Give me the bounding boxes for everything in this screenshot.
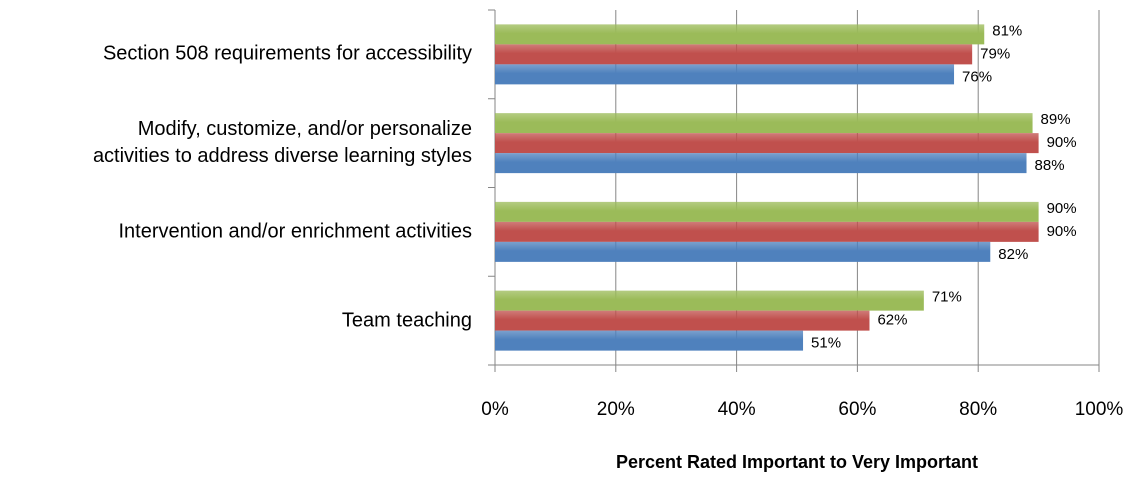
bar	[495, 113, 1033, 134]
value-label: 76%	[962, 68, 992, 85]
x-axis-title: Percent Rated Important to Very Importan…	[616, 452, 978, 472]
value-label: 90%	[1047, 134, 1077, 151]
bar	[495, 221, 1039, 242]
value-label: 89%	[1041, 111, 1071, 128]
value-label: 62%	[877, 312, 907, 329]
y-tick-label: Section 508 requirements for accessibili…	[102, 42, 472, 65]
value-label: 79%	[980, 45, 1010, 62]
bar	[495, 64, 955, 85]
value-label: 90%	[1047, 200, 1077, 217]
bar	[495, 330, 804, 351]
x-tick-label: 0%	[481, 399, 509, 420]
x-tick-label: 40%	[718, 399, 756, 420]
y-tick-label: Intervention and/or enrichment activitie…	[118, 220, 472, 243]
value-label: 90%	[1047, 223, 1077, 240]
bar	[495, 290, 924, 311]
value-label: 88%	[1035, 157, 1065, 174]
bar	[495, 44, 973, 65]
value-label: 71%	[932, 289, 962, 306]
bar	[495, 153, 1027, 174]
y-tick-label: Team teaching	[341, 309, 472, 332]
x-tick-label: 60%	[838, 399, 876, 420]
y-tick-label: Modify, customize, and/or personalize ac…	[92, 118, 472, 168]
x-tick-label: 80%	[959, 399, 997, 420]
bar	[495, 310, 870, 331]
bar	[495, 133, 1039, 154]
x-tick-label: 20%	[597, 399, 635, 420]
value-label: 51%	[811, 335, 841, 352]
bar	[495, 201, 1039, 222]
x-tick-label: 100%	[1075, 399, 1124, 420]
value-label: 81%	[992, 22, 1022, 39]
bar	[495, 24, 985, 45]
bar	[495, 241, 991, 262]
value-label: 82%	[998, 246, 1028, 263]
